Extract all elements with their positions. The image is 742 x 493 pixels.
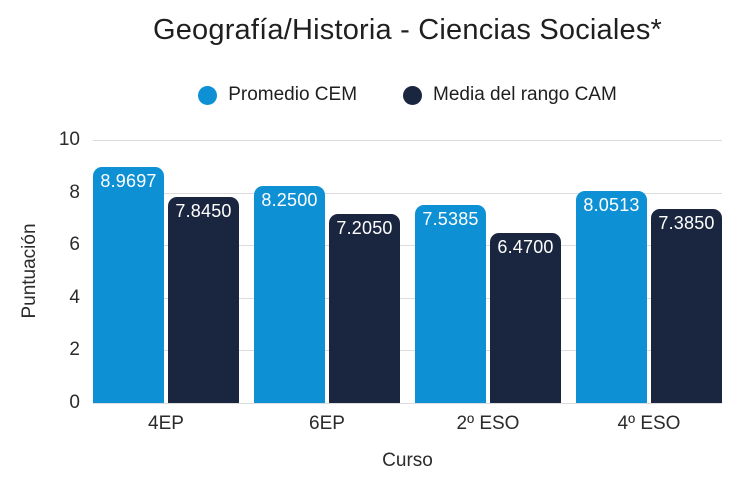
bar-promedio-cem-2eso[interactable]: 7.5385: [415, 204, 486, 403]
bar-group-4ep: 8.9697 7.8450: [93, 140, 239, 403]
y-axis-ticks: 10 8 6 4 2 0: [44, 129, 80, 413]
bar-group-4eso: 8.0513 7.3850: [576, 140, 722, 403]
y-tick-label-0: 0: [69, 392, 80, 413]
bars-row: 8.9697 7.8450 8.2500 7.2050 7.5385: [93, 140, 722, 403]
legend-circle-icon: [198, 85, 218, 105]
legend: Promedio CEM Media del rango CAM: [93, 84, 722, 106]
chart-title: Geografía/Historia - Ciencias Sociales*: [152, 14, 663, 46]
x-tick-label-2eso: 2º ESO: [456, 413, 520, 434]
bar-media-rango-cam-4eso[interactable]: 7.3850: [651, 208, 722, 403]
bar-promedio-cem-6ep[interactable]: 8.2500: [254, 186, 325, 403]
bar-value-label: 7.3850: [658, 212, 715, 233]
y-tick-label-6: 6: [69, 234, 80, 256]
bar-value-label: 7.5385: [422, 208, 479, 229]
legend-label-promedio-cem: Promedio CEM: [228, 84, 358, 105]
gridline: [93, 403, 722, 404]
bar-value-label: 7.8450: [175, 200, 232, 221]
bar-group-2eso: 7.5385 6.4700: [415, 140, 561, 403]
gridline: [93, 297, 722, 299]
y-tick-label-10: 10: [58, 129, 80, 150]
y-axis-title: Puntuación: [19, 223, 40, 319]
x-tick-label-4eso: 4º ESO: [617, 413, 681, 434]
bar-value-label: 8.9697: [100, 171, 157, 192]
y-tick-label-8: 8: [69, 181, 80, 203]
x-tick-label-6ep: 6EP: [309, 413, 345, 434]
x-axis-ticks: 4EP 6EP 2º ESO 4º ESO: [93, 413, 722, 435]
y-tick-label-2: 2: [69, 339, 80, 361]
legend-label-media-rango-cam: Media del rango CAM: [433, 84, 617, 105]
bar-media-rango-cam-4ep[interactable]: 7.8450: [168, 196, 239, 403]
legend-item-promedio-cem[interactable]: Promedio CEM: [198, 84, 357, 106]
bar-value-label: 8.2500: [261, 190, 318, 211]
bar-promedio-cem-4ep[interactable]: 8.9697: [93, 167, 164, 403]
gridline: [93, 350, 722, 352]
gridline: [93, 140, 722, 141]
gridline: [93, 192, 722, 194]
bar-group-6ep: 8.2500 7.2050: [254, 140, 400, 403]
x-axis-title: Curso: [382, 450, 433, 471]
legend-circle-icon: [403, 85, 423, 105]
bar-value-label: 7.2050: [336, 217, 393, 238]
y-tick-label-4: 4: [69, 286, 80, 308]
bar-value-label: 6.4700: [497, 236, 554, 257]
bar-media-rango-cam-6ep[interactable]: 7.2050: [329, 213, 400, 403]
bar-media-rango-cam-2eso[interactable]: 6.4700: [490, 232, 561, 403]
bar-value-label: 8.0513: [583, 195, 640, 216]
legend-item-media-rango-cam[interactable]: Media del rango CAM: [403, 84, 617, 106]
gridline: [93, 245, 722, 247]
plot-area: 8.9697 7.8450 8.2500 7.2050 7.5385: [93, 140, 722, 404]
x-tick-label-4ep: 4EP: [148, 413, 184, 434]
bar-promedio-cem-4eso[interactable]: 8.0513: [576, 191, 647, 403]
